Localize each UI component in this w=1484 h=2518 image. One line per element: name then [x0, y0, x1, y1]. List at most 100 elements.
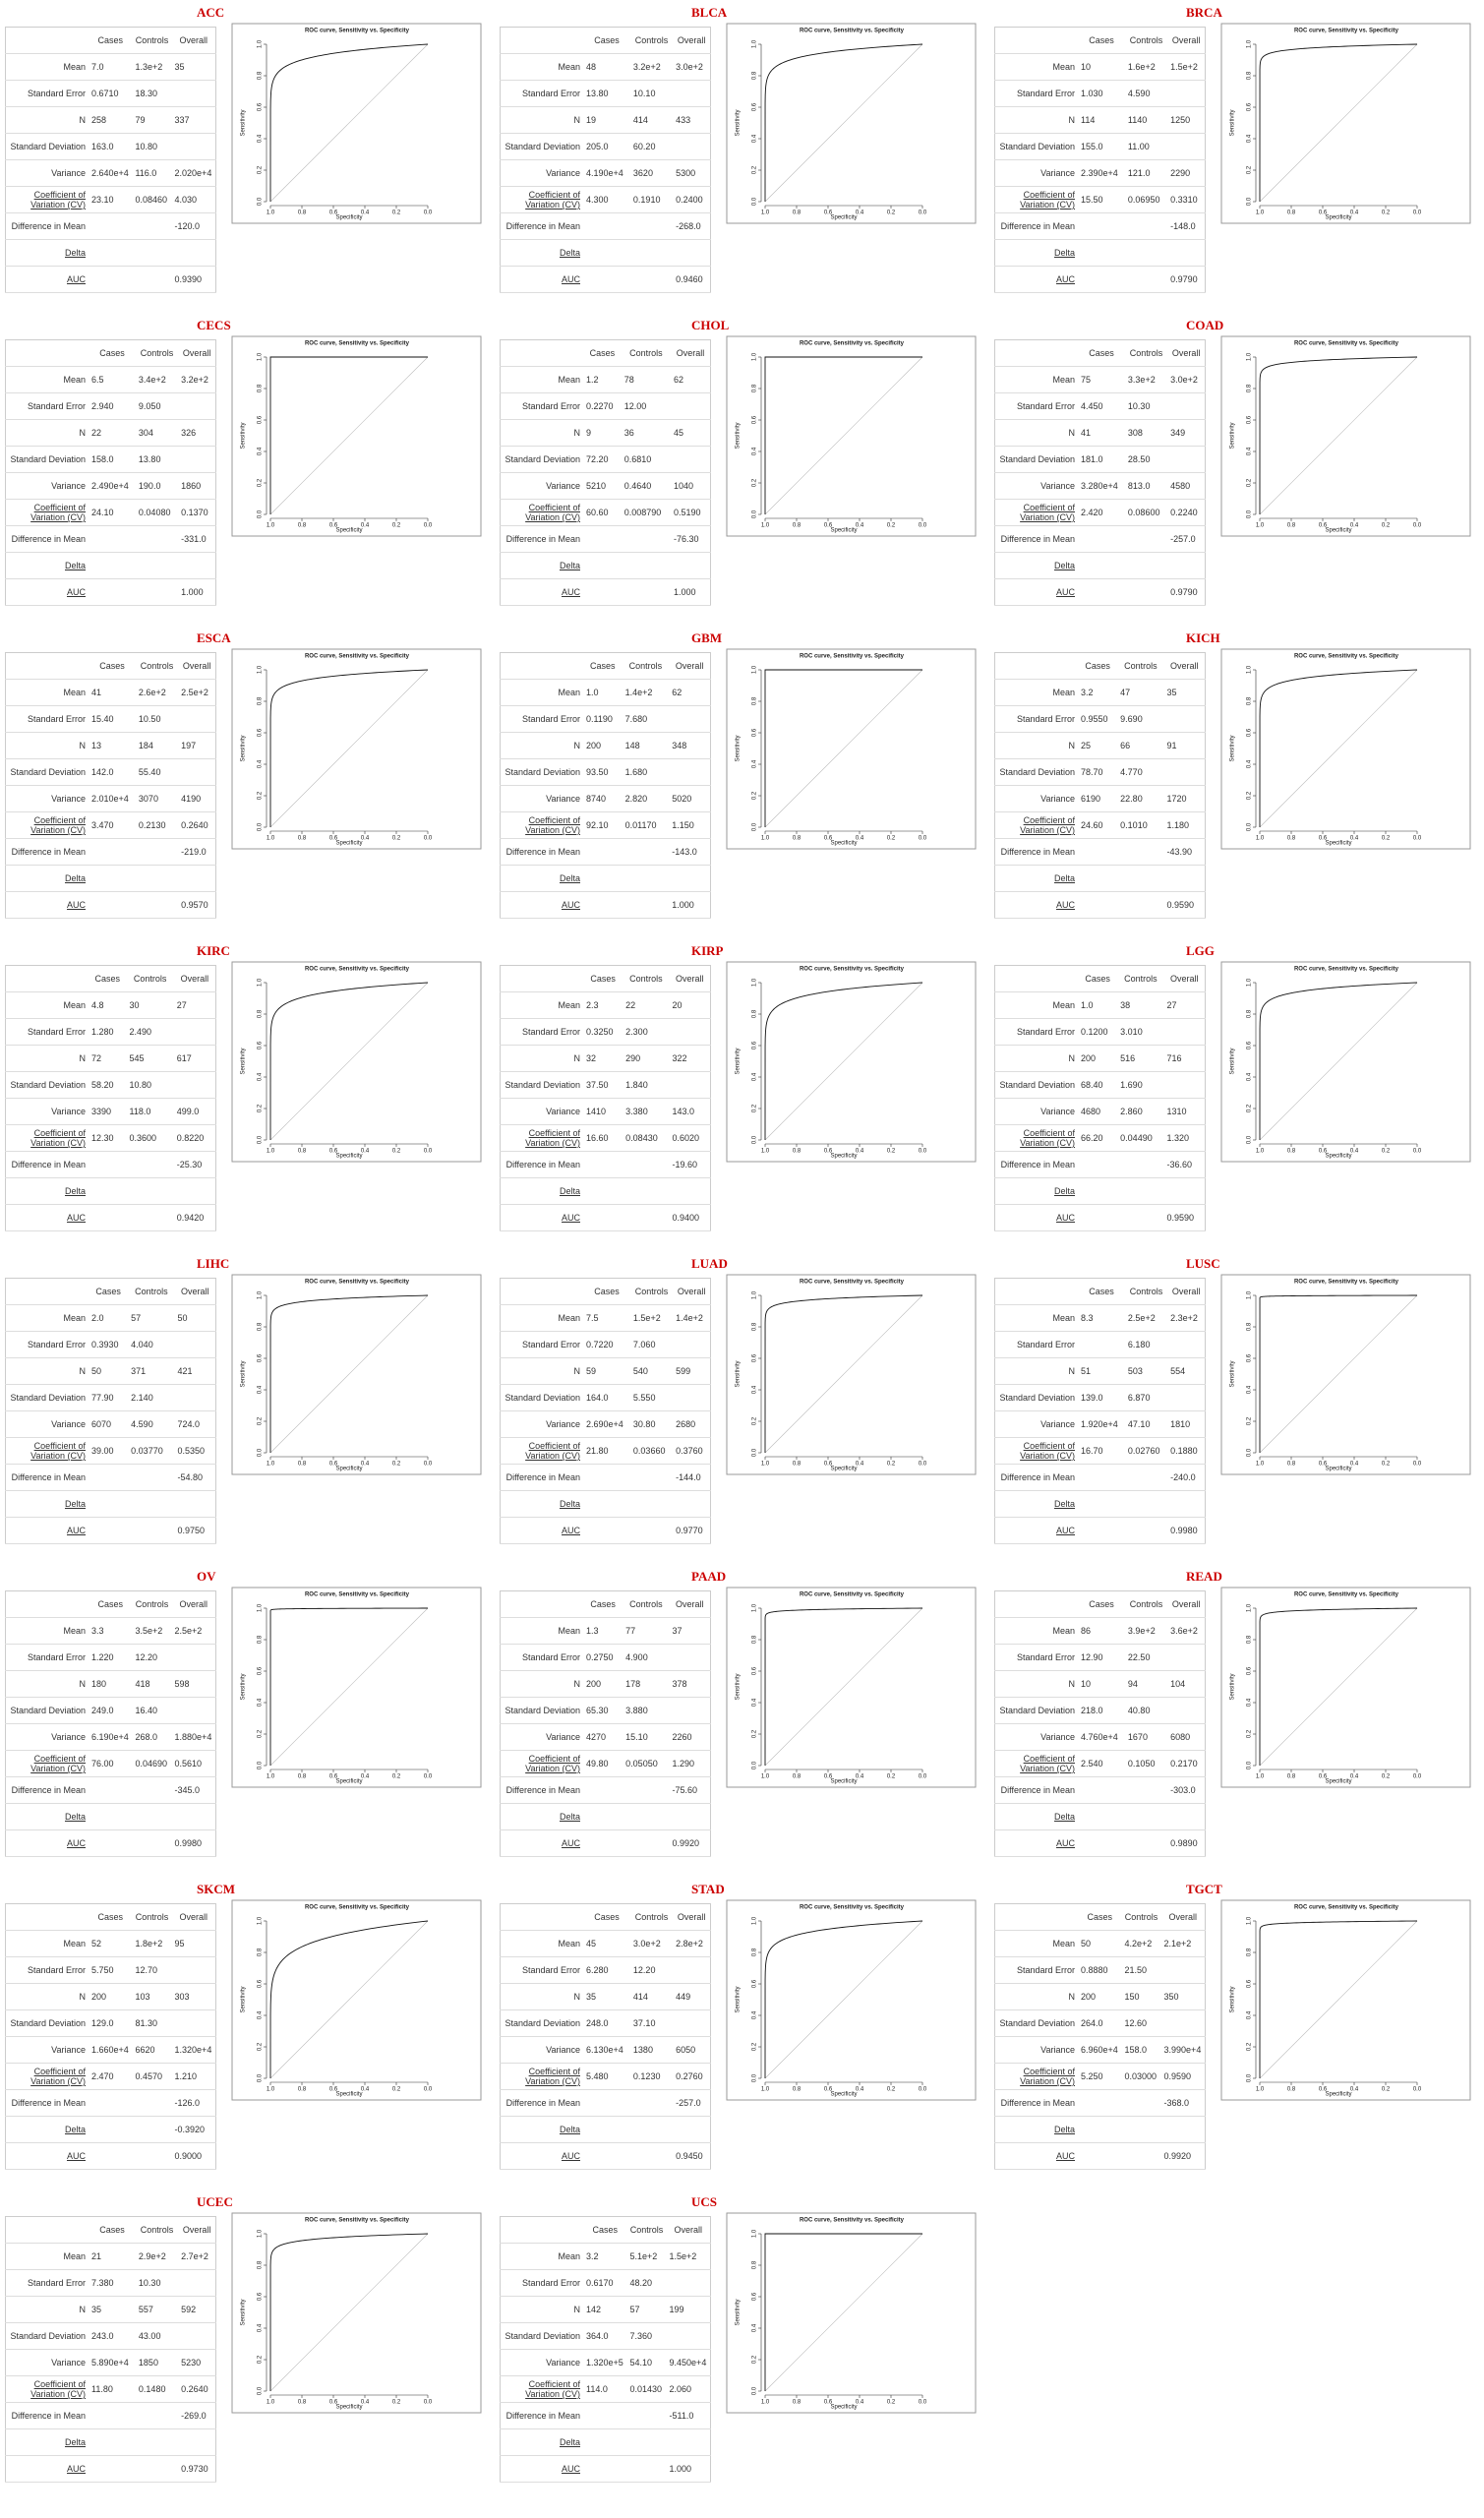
cell: 418 [132, 1670, 172, 1698]
cell [89, 1464, 129, 1491]
table-row: Difference in Mean -54.80 [5, 1464, 216, 1491]
header-cell: Controls [132, 1903, 172, 1931]
cell [623, 1803, 670, 1830]
cell: 2.820 [622, 785, 670, 812]
x-axis-label: Specificity [830, 1467, 857, 1472]
x-axis-label: Specificity [1325, 1779, 1351, 1785]
row-label: Variance [500, 2349, 583, 2376]
table-row: Difference in Mean -219.0 [5, 838, 216, 866]
x-tick-label: 0.6 [1319, 210, 1328, 216]
cell: 2.9e+2 [135, 2243, 179, 2270]
cell [583, 1803, 623, 1830]
y-tick-label: 0.6 [258, 415, 264, 424]
x-tick-label: 1.0 [267, 2400, 275, 2406]
table-row: Delta [500, 1803, 711, 1830]
table-row: Standard Deviation 218.0 40.80 [994, 1697, 1206, 1724]
table-row: Standard Error 12.90 22.50 [994, 1644, 1206, 1671]
x-tick-label: 0.8 [793, 2087, 801, 2093]
table-row: Standard Error 0.6710 18.30 [5, 80, 216, 107]
cell: 2.3e+2 [1167, 1304, 1206, 1332]
cell: 6.130e+4 [583, 2036, 630, 2064]
row-label: Standard Deviation [994, 1697, 1078, 1724]
row-label: Standard Error [5, 1956, 89, 1984]
plot-frame [231, 1587, 482, 1788]
row-label: AUC [500, 2455, 583, 2483]
roc-curve [764, 2233, 922, 2391]
table-row: Mean 4.8 30 27 [5, 991, 216, 1019]
cell: 4.450 [1078, 392, 1125, 420]
cell [1078, 552, 1125, 579]
cell [171, 80, 216, 107]
panel-title: LIHC [197, 1256, 230, 1271]
row-label: Standard Error [500, 392, 583, 420]
table-row: Difference in Mean -331.0 [5, 525, 216, 553]
cell: 0.3930 [89, 1331, 129, 1358]
cell [89, 1490, 129, 1518]
row-label: N [994, 419, 1078, 447]
table-row: Coefficient of Variation (CV) 92.10 0.0117… [500, 811, 711, 839]
x-tick-label: 1.0 [761, 210, 770, 216]
row-label: Mean [994, 1617, 1078, 1645]
y-tick-label: 0.2 [258, 1416, 264, 1425]
header-cell [994, 1903, 1078, 1931]
plot-frame [1220, 23, 1471, 224]
table-row: Coefficient of Variation (CV) 5.250 0.0300… [994, 2063, 1206, 2090]
plot-title: ROC curve, Sensitivity vs. Specificity [1294, 967, 1399, 973]
cell: 2.690e+4 [583, 1410, 630, 1438]
row-label: N [994, 1045, 1078, 1072]
row-label: Coefficient of Variation (CV) [500, 811, 583, 839]
x-tick-label: 0.4 [1350, 523, 1359, 529]
cell: 2.470 [89, 2063, 133, 2090]
cell: 2.5e+2 [178, 679, 216, 706]
row-label: N [500, 1670, 583, 1698]
header-cell: Overall [171, 27, 216, 54]
cell: 65.30 [583, 1697, 623, 1724]
cell: 0.2640 [178, 811, 216, 839]
cell: 0.3600 [126, 1124, 174, 1152]
row-label: N [994, 1357, 1078, 1385]
plot-frame [726, 1899, 977, 2101]
y-tick-label: 0.8 [1247, 1009, 1253, 1018]
header-cell: Overall [178, 2216, 216, 2244]
table-row: AUC 0.9460 [500, 266, 711, 293]
cell: 0.6020 [669, 1124, 711, 1152]
cell: 1.5e+2 [1167, 53, 1206, 81]
y-tick-label: 0.0 [258, 1761, 264, 1769]
table-row: Coefficient of Variation (CV) 21.80 0.0366… [500, 1437, 711, 1465]
row-label: Variance [994, 472, 1078, 500]
plot-title: ROC curve, Sensitivity vs. Specificity [1294, 1592, 1399, 1598]
cell: -54.80 [174, 1464, 216, 1491]
x-axis-label: Specificity [1325, 2092, 1351, 2098]
row-label: Standard Deviation [500, 1384, 583, 1411]
cell: -148.0 [1167, 212, 1206, 240]
table-row: Mean 45 3.0e+2 2.8e+2 [500, 1930, 711, 1957]
cell: 0.9420 [173, 1204, 216, 1231]
cell: -269.0 [178, 2402, 216, 2429]
cell: 0.3760 [673, 1437, 711, 1465]
row-label: N [5, 1357, 89, 1385]
table-row: Difference in Mean -126.0 [5, 2089, 216, 2117]
cell [629, 2116, 674, 2143]
cell: 0.03770 [128, 1437, 175, 1465]
stats-table: Cases Controls Overall Mean 52 1.8e+2 95 Standa… [5, 1903, 216, 2170]
header-cell: Overall [1163, 652, 1206, 680]
header-cell: Cases [583, 339, 622, 367]
y-tick-label: 0.4 [1247, 1385, 1253, 1394]
x-tick-label: 0.8 [298, 523, 307, 529]
row-label: AUC [994, 1517, 1078, 1544]
cell: 337 [171, 106, 216, 134]
cell: 19 [583, 106, 630, 134]
cell [132, 2142, 172, 2170]
y-axis-label: Sensitivity [1230, 1048, 1236, 1074]
row-label: Mean [5, 366, 89, 393]
cell [132, 1829, 172, 1857]
table-row: Variance 4270 15.10 2260 [500, 1723, 711, 1751]
table-row: Variance 4.190e+4 3620 5300 [500, 159, 711, 187]
cell: 57 [128, 1304, 175, 1332]
cell: 6.5 [89, 366, 136, 393]
cell [178, 2428, 216, 2456]
cell [666, 2428, 711, 2456]
y-axis-label: Sensitivity [241, 2299, 247, 2325]
cell [89, 1177, 127, 1205]
stats-table: Cases Controls Overall Mean 1.0 38 27 Standard … [994, 965, 1206, 1231]
